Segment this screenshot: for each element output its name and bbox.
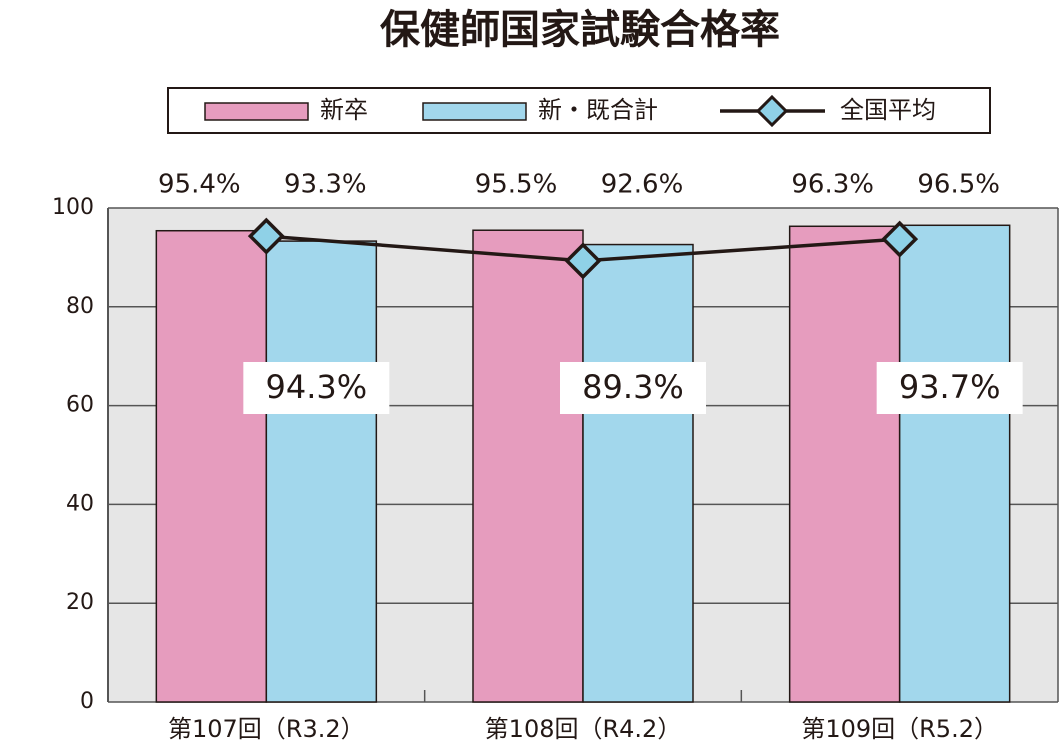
y-tick-label: 40 xyxy=(66,491,94,516)
value-label: 95.5% xyxy=(475,170,558,200)
label-box xyxy=(560,362,706,414)
legend-swatch xyxy=(422,102,527,121)
y-tick-label: 60 xyxy=(66,393,94,418)
legend-label: 新卒 xyxy=(320,96,368,124)
legend-marker xyxy=(755,94,789,128)
bar xyxy=(582,243,694,703)
value-label: 96.5% xyxy=(917,170,1000,200)
line-value-label: 94.3% xyxy=(266,368,368,406)
value-label: 92.6% xyxy=(601,170,684,200)
bar xyxy=(788,225,901,703)
line-marker xyxy=(564,242,602,280)
y-tick-label: 0 xyxy=(80,689,94,714)
y-tick-label: 100 xyxy=(52,195,94,220)
value-label: 95.4% xyxy=(158,170,241,200)
chart-title: 保健師国家試験合格率 xyxy=(380,7,780,53)
label-box xyxy=(243,362,390,414)
value-label: 96.3% xyxy=(791,170,874,200)
line-marker xyxy=(247,217,285,255)
legend-label: 全国平均 xyxy=(840,96,936,124)
bar xyxy=(265,240,378,703)
bar xyxy=(898,224,1011,703)
line-marker xyxy=(881,220,919,258)
legend-swatch xyxy=(204,102,309,121)
legend-label: 新・既合計 xyxy=(538,96,658,124)
line-value-label: 89.3% xyxy=(582,368,684,406)
x-tick-label: 第108回（R4.2） xyxy=(485,715,682,743)
bar xyxy=(155,229,268,703)
y-tick-label: 80 xyxy=(66,294,94,319)
x-tick-label: 第109回（R5.2） xyxy=(801,715,998,743)
y-tick-label: 20 xyxy=(66,590,94,615)
value-label: 93.3% xyxy=(284,170,367,200)
bar xyxy=(472,229,584,703)
line-value-label: 93.7% xyxy=(899,368,1001,406)
label-box xyxy=(876,362,1023,414)
x-tick-label: 第107回（R3.2） xyxy=(168,715,365,743)
